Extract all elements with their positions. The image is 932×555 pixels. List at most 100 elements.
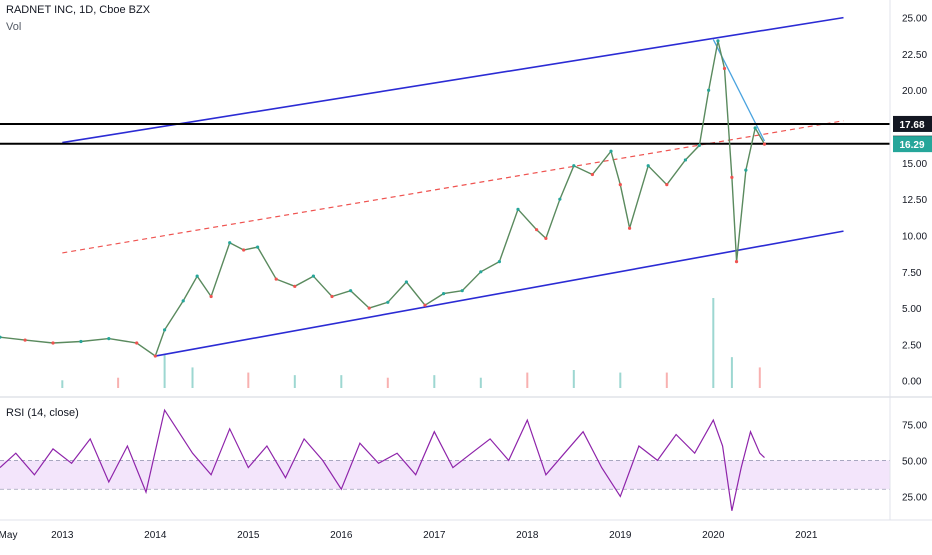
- price-point: [386, 300, 390, 304]
- rsi-tick-label: 75.00: [902, 420, 927, 431]
- price-tick-label: 15.00: [902, 159, 927, 170]
- price-point: [590, 172, 595, 177]
- date-tick-label: 2014: [144, 530, 167, 541]
- volume-bar: [619, 372, 622, 388]
- volume-bar: [61, 380, 64, 388]
- price-tick-label: 10.00: [902, 231, 927, 242]
- level-badge-1: 17.68: [899, 120, 924, 131]
- price-point: [135, 341, 139, 345]
- date-tick-label: 2013: [51, 530, 74, 541]
- rsi-pane[interactable]: [0, 408, 890, 511]
- price-point: [734, 260, 739, 264]
- price-pane[interactable]: [0, 16, 890, 388]
- price-point: [163, 328, 167, 332]
- price-point: [753, 126, 757, 130]
- price-point: [79, 339, 83, 344]
- volume-bar: [163, 354, 166, 388]
- volume-bar: [191, 367, 194, 388]
- level-badge-1-bg: [893, 115, 932, 132]
- price-point: [697, 143, 701, 148]
- price-point: [646, 164, 650, 168]
- volume-bar: [247, 372, 250, 388]
- price-point: [442, 291, 446, 296]
- price-point: [181, 299, 185, 303]
- price-point: [311, 274, 316, 278]
- price-point: [722, 66, 727, 71]
- price-point: [535, 228, 539, 232]
- date-tick-label: 2020: [702, 530, 725, 541]
- price-point: [153, 354, 157, 358]
- last-price-badge-bg: [893, 136, 932, 153]
- price-point: [544, 236, 548, 240]
- price-tick-label: 12.50: [902, 195, 927, 206]
- volume-bar: [386, 377, 389, 388]
- price-point: [51, 341, 55, 345]
- price-point: [572, 164, 576, 168]
- price-point: [707, 88, 711, 92]
- price-point: [744, 168, 748, 172]
- price-point: [423, 303, 427, 307]
- last-price-badge: 16.29: [899, 140, 924, 151]
- volume-bar: [665, 372, 668, 388]
- price-point: [349, 289, 353, 293]
- rsi-legend: RSI (14, close): [6, 407, 79, 419]
- price-point: [609, 149, 613, 153]
- price-point: [330, 294, 334, 299]
- price-point: [628, 226, 632, 230]
- price-tick-label: 22.50: [902, 50, 927, 61]
- date-tick-label: 2021: [795, 530, 818, 541]
- axes-layer: 0.00 2.50 5.00 7.50 10.00 12.50 15.00 20.00 22.5…: [0, 0, 932, 541]
- price-point: [479, 270, 483, 274]
- price-tick-label: 7.50: [902, 268, 922, 279]
- price-tick-label: 25.00: [902, 14, 927, 25]
- price-tick-label: 20.00: [902, 86, 927, 97]
- price-tick-label: 5.00: [902, 304, 922, 315]
- price-point: [107, 337, 111, 341]
- price-point: [23, 338, 27, 342]
- volume-bar: [758, 367, 761, 388]
- price-point: [665, 183, 669, 187]
- date-tick-label: 2015: [237, 530, 260, 541]
- volume-bar: [117, 377, 120, 388]
- price-point: [618, 183, 622, 187]
- rsi-band: [0, 460, 890, 490]
- price-point: [730, 175, 734, 179]
- rsi-tick-label: 50.00: [902, 456, 927, 467]
- price-point: [497, 260, 502, 264]
- volume-bar: [572, 370, 575, 388]
- rsi-series-line: [0, 408, 765, 511]
- price-point: [558, 197, 562, 201]
- date-tick-label: May: [0, 530, 17, 541]
- volume-bar: [730, 357, 733, 388]
- price-point: [228, 241, 232, 245]
- price-point: [762, 142, 767, 146]
- price-tick-label: 0.00: [902, 377, 922, 388]
- volume-bar: [526, 372, 529, 388]
- price-series-line: [0, 40, 766, 358]
- date-tick-label: 2019: [609, 530, 632, 541]
- volume-bar: [712, 298, 715, 388]
- symbol-title: RADNET INC, 1D, Cboe BZX: [6, 4, 151, 16]
- volume-bar: [293, 375, 296, 388]
- price-point: [195, 274, 199, 278]
- date-tick-label: 2016: [330, 530, 353, 541]
- volume-bar: [479, 377, 482, 388]
- price-point: [683, 158, 688, 162]
- price-point: [0, 335, 2, 339]
- trendline-2: [62, 16, 844, 144]
- price-point: [460, 289, 464, 293]
- price-point: [242, 248, 246, 252]
- price-point: [274, 277, 278, 281]
- price-point: [293, 284, 297, 288]
- volume-legend: Vol: [6, 21, 22, 33]
- price-point: [367, 306, 371, 310]
- rsi-tick-label: 25.00: [902, 492, 927, 503]
- price-point: [256, 245, 260, 249]
- price-point: [404, 280, 409, 284]
- price-tick-label: 2.50: [902, 340, 922, 351]
- price-point: [209, 294, 213, 299]
- price-point: [516, 207, 520, 211]
